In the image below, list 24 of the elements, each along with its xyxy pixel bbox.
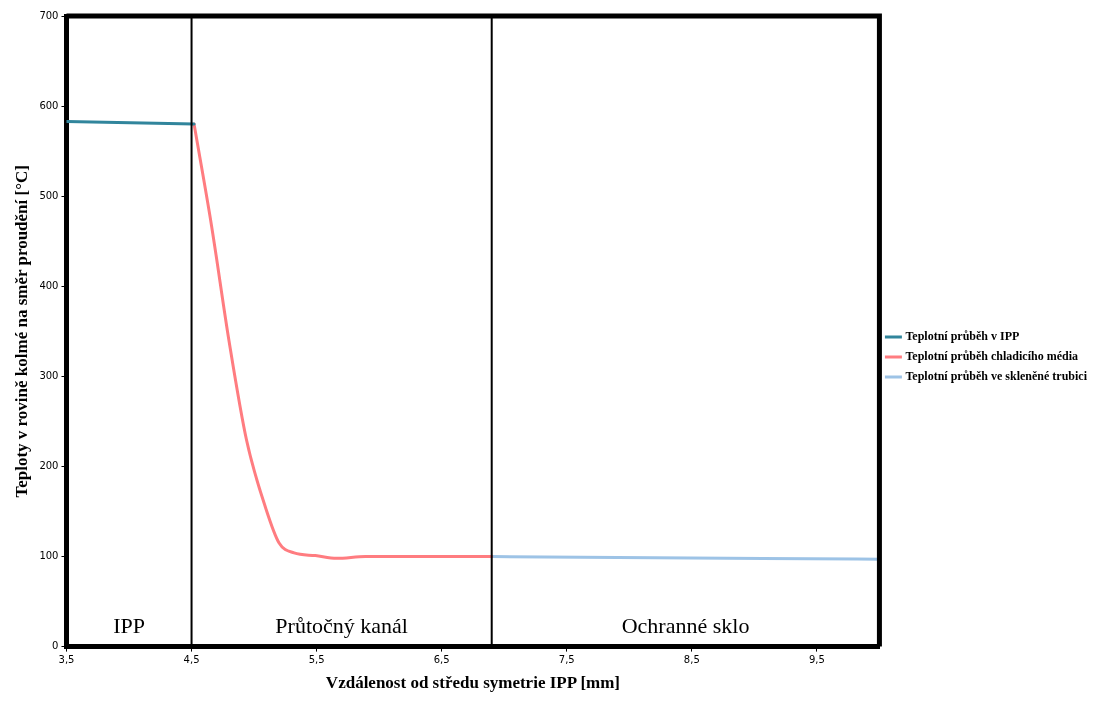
x-tick-label: 3,5 bbox=[58, 654, 75, 666]
y-tick-label: 300 bbox=[39, 369, 59, 381]
y-tick-label: 700 bbox=[39, 9, 59, 21]
y-tick-label: 200 bbox=[39, 460, 59, 472]
line-series bbox=[192, 122, 494, 560]
x-axis-title: Vzdálenost od středu symetrie IPP [mm] bbox=[325, 673, 621, 693]
y-tick-label: 0 bbox=[52, 640, 59, 652]
x-tick-label: 7,5 bbox=[558, 654, 575, 666]
y-tick-label: 500 bbox=[39, 189, 59, 201]
annotation: IPP bbox=[113, 612, 145, 638]
legend-label: Teplotní průběh v IPP bbox=[905, 329, 1020, 344]
x-tick-label: 8,5 bbox=[683, 654, 700, 666]
annotation: Ochranné sklo bbox=[621, 612, 750, 638]
y-tick-label: 100 bbox=[39, 550, 59, 562]
legend-label: Teplotní průběh ve skleněné trubici bbox=[905, 369, 1088, 384]
x-tick-label: 9,5 bbox=[808, 654, 825, 666]
y-tick-label: 400 bbox=[39, 279, 59, 291]
x-tick-label: 4,5 bbox=[183, 654, 200, 666]
legend-label: Teplotní průběh chladicího média bbox=[905, 349, 1079, 364]
y-tick-label: 600 bbox=[39, 99, 59, 111]
x-tick-label: 6,5 bbox=[433, 654, 450, 666]
x-tick-label: 5,5 bbox=[308, 654, 325, 666]
y-axis-title: Teploty v rovině kolmé na směr proudění [°C] bbox=[11, 165, 31, 498]
annotation: Průtočný kanál bbox=[275, 612, 408, 638]
